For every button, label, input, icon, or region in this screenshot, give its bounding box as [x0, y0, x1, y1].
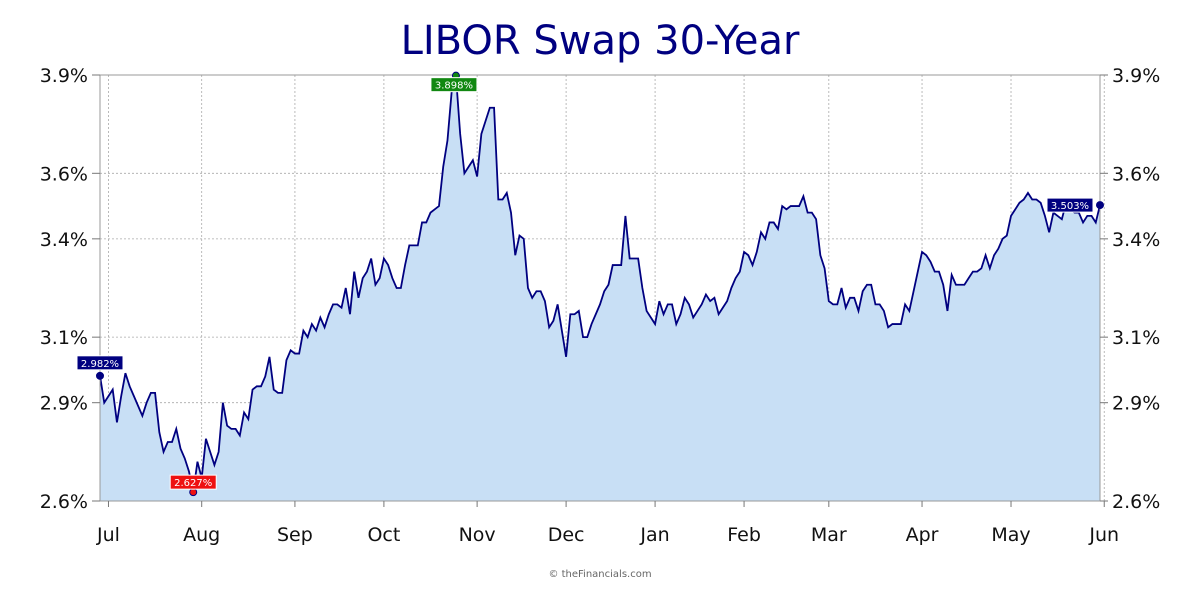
x-tick-label: Feb	[727, 524, 761, 546]
last-value-flag-label: 3.503%	[1051, 201, 1089, 212]
low-value-flag-label: 2.627%	[174, 478, 212, 489]
x-tick-label: Dec	[548, 524, 585, 546]
first-value-flag	[76, 355, 124, 371]
high-value-flag-label: 3.898%	[435, 81, 473, 92]
y-tick-label-left: 2.9%	[40, 393, 88, 415]
y-axis-right: 2.6% 2.9% 3.1% 3.4% 3.6% 3.9%	[1100, 65, 1160, 513]
y-tick-label-left: 3.6%	[40, 163, 88, 185]
last-value-flag	[1046, 197, 1094, 213]
low-value-marker	[189, 488, 198, 497]
y-tick-label-left: 3.9%	[40, 65, 88, 87]
x-tick-label: Apr	[906, 524, 939, 546]
first-value-marker	[96, 371, 104, 380]
y-tick-label-right: 3.9%	[1112, 65, 1160, 87]
plot-frame	[99, 74, 1101, 502]
y-tick-label-right: 3.1%	[1112, 327, 1160, 349]
x-tick-label: Sep	[277, 524, 313, 546]
chart-title: LIBOR Swap 30-Year	[400, 18, 800, 64]
x-tick-label: Oct	[367, 524, 400, 546]
x-tick-label: May	[991, 524, 1030, 546]
high-value-flag	[430, 77, 478, 93]
source-credit: © theFinancials.com	[548, 569, 652, 580]
annotations: 2.982% 2.627% 3.898% 3.503%	[76, 71, 1104, 497]
x-tick-label: Jan	[639, 524, 669, 546]
low-value-flag	[169, 474, 217, 490]
series-line	[99, 75, 1101, 493]
last-value-marker	[1096, 201, 1104, 210]
y-tick-label-left: 2.6%	[40, 491, 88, 513]
x-tick-label: Nov	[459, 524, 496, 546]
series-area-fill	[100, 75, 1100, 501]
y-tick-label-left: 3.1%	[40, 327, 88, 349]
x-tick-label: Mar	[811, 524, 847, 546]
y-tick-label-right: 3.4%	[1112, 229, 1160, 251]
y-tick-label-right: 2.9%	[1112, 393, 1160, 415]
y-axis-left: 2.6% 2.9% 3.1% 3.4% 3.6% 3.9%	[40, 65, 100, 513]
y-tick-label-right: 3.6%	[1112, 163, 1160, 185]
x-tick-label: Aug	[183, 524, 220, 546]
x-tick-label: Jul	[96, 524, 120, 546]
first-value-flag-label: 2.982%	[81, 359, 119, 370]
y-tick-label-right: 2.6%	[1112, 491, 1160, 513]
y-tick-label-left: 3.4%	[40, 229, 88, 251]
x-axis: Jul Aug Sep Oct Nov Dec Jan Feb Mar Apr May Jun	[96, 501, 1119, 546]
x-tick-label: Jun	[1088, 524, 1119, 546]
